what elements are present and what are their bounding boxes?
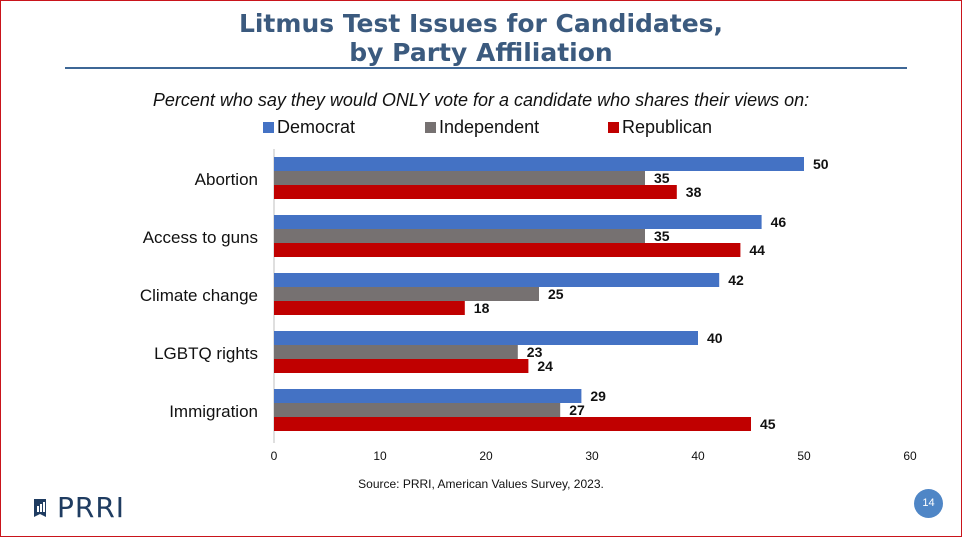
- legend-label-democrat: Democrat: [277, 117, 356, 137]
- bar-lgbtq-rights-independent: [274, 345, 518, 359]
- legend-swatch-democrat: [263, 122, 274, 133]
- data-label-access-to-guns-democrat: 46: [771, 214, 787, 230]
- bar-access-to-guns-independent: [274, 229, 645, 243]
- data-label-climate-change-republican: 18: [474, 300, 490, 316]
- data-label-immigration-republican: 45: [760, 416, 776, 432]
- data-label-immigration-independent: 27: [569, 402, 585, 418]
- x-tick-label-50: 50: [797, 449, 811, 463]
- chart-title: Litmus Test Issues for Candidates, by Pa…: [1, 9, 961, 67]
- data-label-immigration-democrat: 29: [590, 388, 606, 404]
- bar-chart: Abortion 50 35 38 Access to guns 46 35 44 Climat…: [140, 149, 917, 463]
- legend-item-independent: Independent: [425, 117, 539, 138]
- bar-access-to-guns-democrat: [274, 215, 762, 229]
- data-label-access-to-guns-independent: 35: [654, 228, 670, 244]
- data-label-access-to-guns-republican: 44: [749, 242, 765, 258]
- legend: Democrat Independent Republican: [1, 117, 961, 139]
- bar-lgbtq-rights-republican: [274, 359, 529, 373]
- legend-swatch-republican: [608, 122, 619, 133]
- data-label-abortion-independent: 35: [654, 170, 670, 186]
- data-label-lgbtq-rights-democrat: 40: [707, 330, 723, 346]
- legend-item-democrat: Democrat: [263, 117, 355, 138]
- page-number-badge: 14: [914, 489, 943, 518]
- data-label-lgbtq-rights-independent: 23: [527, 344, 543, 360]
- bar-immigration-democrat: [274, 389, 582, 403]
- category-label-abortion: Abortion: [195, 170, 258, 189]
- bar-access-to-guns-republican: [274, 243, 741, 257]
- title-line-1: Litmus Test Issues for Candidates,: [238, 9, 724, 38]
- x-tick-label-0: 0: [271, 449, 278, 463]
- legend-label-republican: Republican: [622, 117, 713, 137]
- x-tick-label-20: 20: [479, 449, 493, 463]
- bar-abortion-republican: [274, 185, 677, 199]
- bar-climate-change-independent: [274, 287, 539, 301]
- data-label-climate-change-democrat: 42: [728, 272, 744, 288]
- chart-subtitle: Percent who say they would ONLY vote for…: [152, 90, 810, 110]
- category-label-climate-change: Climate change: [140, 286, 258, 305]
- legend-label-independent: Independent: [439, 117, 540, 137]
- bar-immigration-independent: [274, 403, 561, 417]
- legend-item-republican: Republican: [608, 117, 712, 138]
- bar-abortion-independent: [274, 171, 645, 185]
- data-label-climate-change-independent: 25: [548, 286, 564, 302]
- prri-logo[interactable]: PRRI: [33, 491, 125, 524]
- prri-logo-icon: [34, 498, 46, 517]
- x-tick-label-60: 60: [903, 449, 917, 463]
- bar-climate-change-democrat: [274, 273, 720, 287]
- data-label-lgbtq-rights-republican: 24: [537, 358, 553, 374]
- bar-lgbtq-rights-democrat: [274, 331, 698, 345]
- category-label-access-to-guns: Access to guns: [143, 228, 258, 247]
- x-tick-label-40: 40: [691, 449, 705, 463]
- data-label-abortion-republican: 38: [686, 184, 702, 200]
- bar-immigration-republican: [274, 417, 751, 431]
- x-tick-label-10: 10: [373, 449, 387, 463]
- prri-logo-text: PRRI: [57, 491, 126, 524]
- bar-climate-change-republican: [274, 301, 465, 315]
- category-label-immigration: Immigration: [169, 402, 258, 421]
- source-note: Source: PRRI, American Values Survey, 20…: [358, 477, 604, 491]
- legend-swatch-independent: [425, 122, 436, 133]
- x-tick-label-30: 30: [585, 449, 599, 463]
- data-label-abortion-democrat: 50: [813, 156, 829, 172]
- title-line-2: by Party Affiliation: [349, 38, 613, 67]
- category-label-lgbtq-rights: LGBTQ rights: [154, 344, 258, 363]
- bar-abortion-democrat: [274, 157, 804, 171]
- title-divider: [65, 67, 907, 69]
